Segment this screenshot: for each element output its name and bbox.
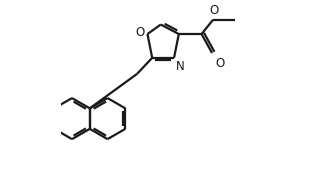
Text: N: N	[176, 60, 185, 73]
Text: O: O	[209, 4, 218, 17]
Text: O: O	[215, 57, 224, 70]
Text: O: O	[135, 26, 145, 39]
